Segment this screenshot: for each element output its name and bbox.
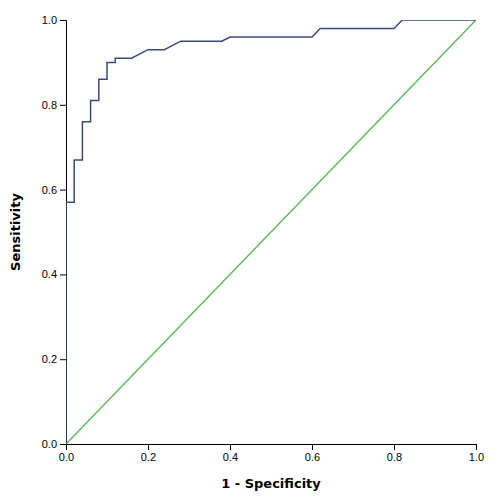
tick-mark [60, 20, 66, 21]
tick-mark [148, 444, 149, 450]
tick-mark [60, 274, 66, 275]
tick-label: 0.8 [387, 451, 402, 463]
tick-mark [394, 444, 395, 450]
tick-label: 0.4 [223, 451, 238, 463]
line [66, 20, 476, 444]
tick: 0.8 [42, 99, 66, 111]
tick-mark [60, 105, 66, 106]
tick-mark [230, 444, 231, 450]
marks [66, 20, 476, 444]
tick-label: 0.0 [42, 438, 57, 450]
tick: 0.2 [42, 353, 66, 365]
tick-label: 0.8 [42, 99, 57, 111]
line [66, 20, 476, 444]
tick-label: 1.0 [469, 451, 484, 463]
tick-mark [60, 359, 66, 360]
tick: 0.2 [141, 444, 156, 463]
tick: 0.4 [223, 444, 238, 463]
tick-mark [312, 444, 313, 450]
x-axis-title: 1 - Specificity [221, 476, 321, 491]
x-axis: 0.0 0.2 0.4 0.6 0.8 1.0 [59, 444, 484, 463]
tick-label: 0.2 [42, 353, 57, 365]
tick-label: 1.0 [42, 14, 57, 26]
tick: 0.8 [387, 444, 402, 463]
tick: 1.0 [469, 444, 484, 463]
tick-label: 0.6 [42, 184, 57, 196]
tick-label: 0.6 [305, 451, 320, 463]
tick: 0.0 [42, 438, 66, 450]
tick-mark [60, 444, 66, 445]
tick: 0.6 [305, 444, 320, 463]
tick-mark [476, 444, 477, 450]
tick-mark [60, 190, 66, 191]
chart: 0.0 0.2 0.4 0.6 0.8 1.0 0.0 0.2 0.4 0.6 0.8 1.0 1 - … [0, 0, 500, 500]
axis-line [60, 21, 67, 445]
plot: 0.0 0.2 0.4 0.6 0.8 1.0 0.0 0.2 0.4 0.6 0.8 1.0 [42, 14, 484, 463]
axis-line [67, 445, 477, 451]
y-axis: 0.0 0.2 0.4 0.6 0.8 1.0 [42, 14, 67, 450]
tick: 0.4 [42, 268, 66, 280]
tick: 0.0 [59, 444, 74, 463]
tick: 1.0 [42, 14, 66, 26]
tick: 0.6 [42, 184, 66, 196]
tick-label: 0.2 [141, 451, 156, 463]
y-axis-title: Sensitivity [8, 193, 23, 271]
tick-label: 0.4 [42, 268, 57, 280]
tick-label: 0.0 [59, 451, 74, 463]
